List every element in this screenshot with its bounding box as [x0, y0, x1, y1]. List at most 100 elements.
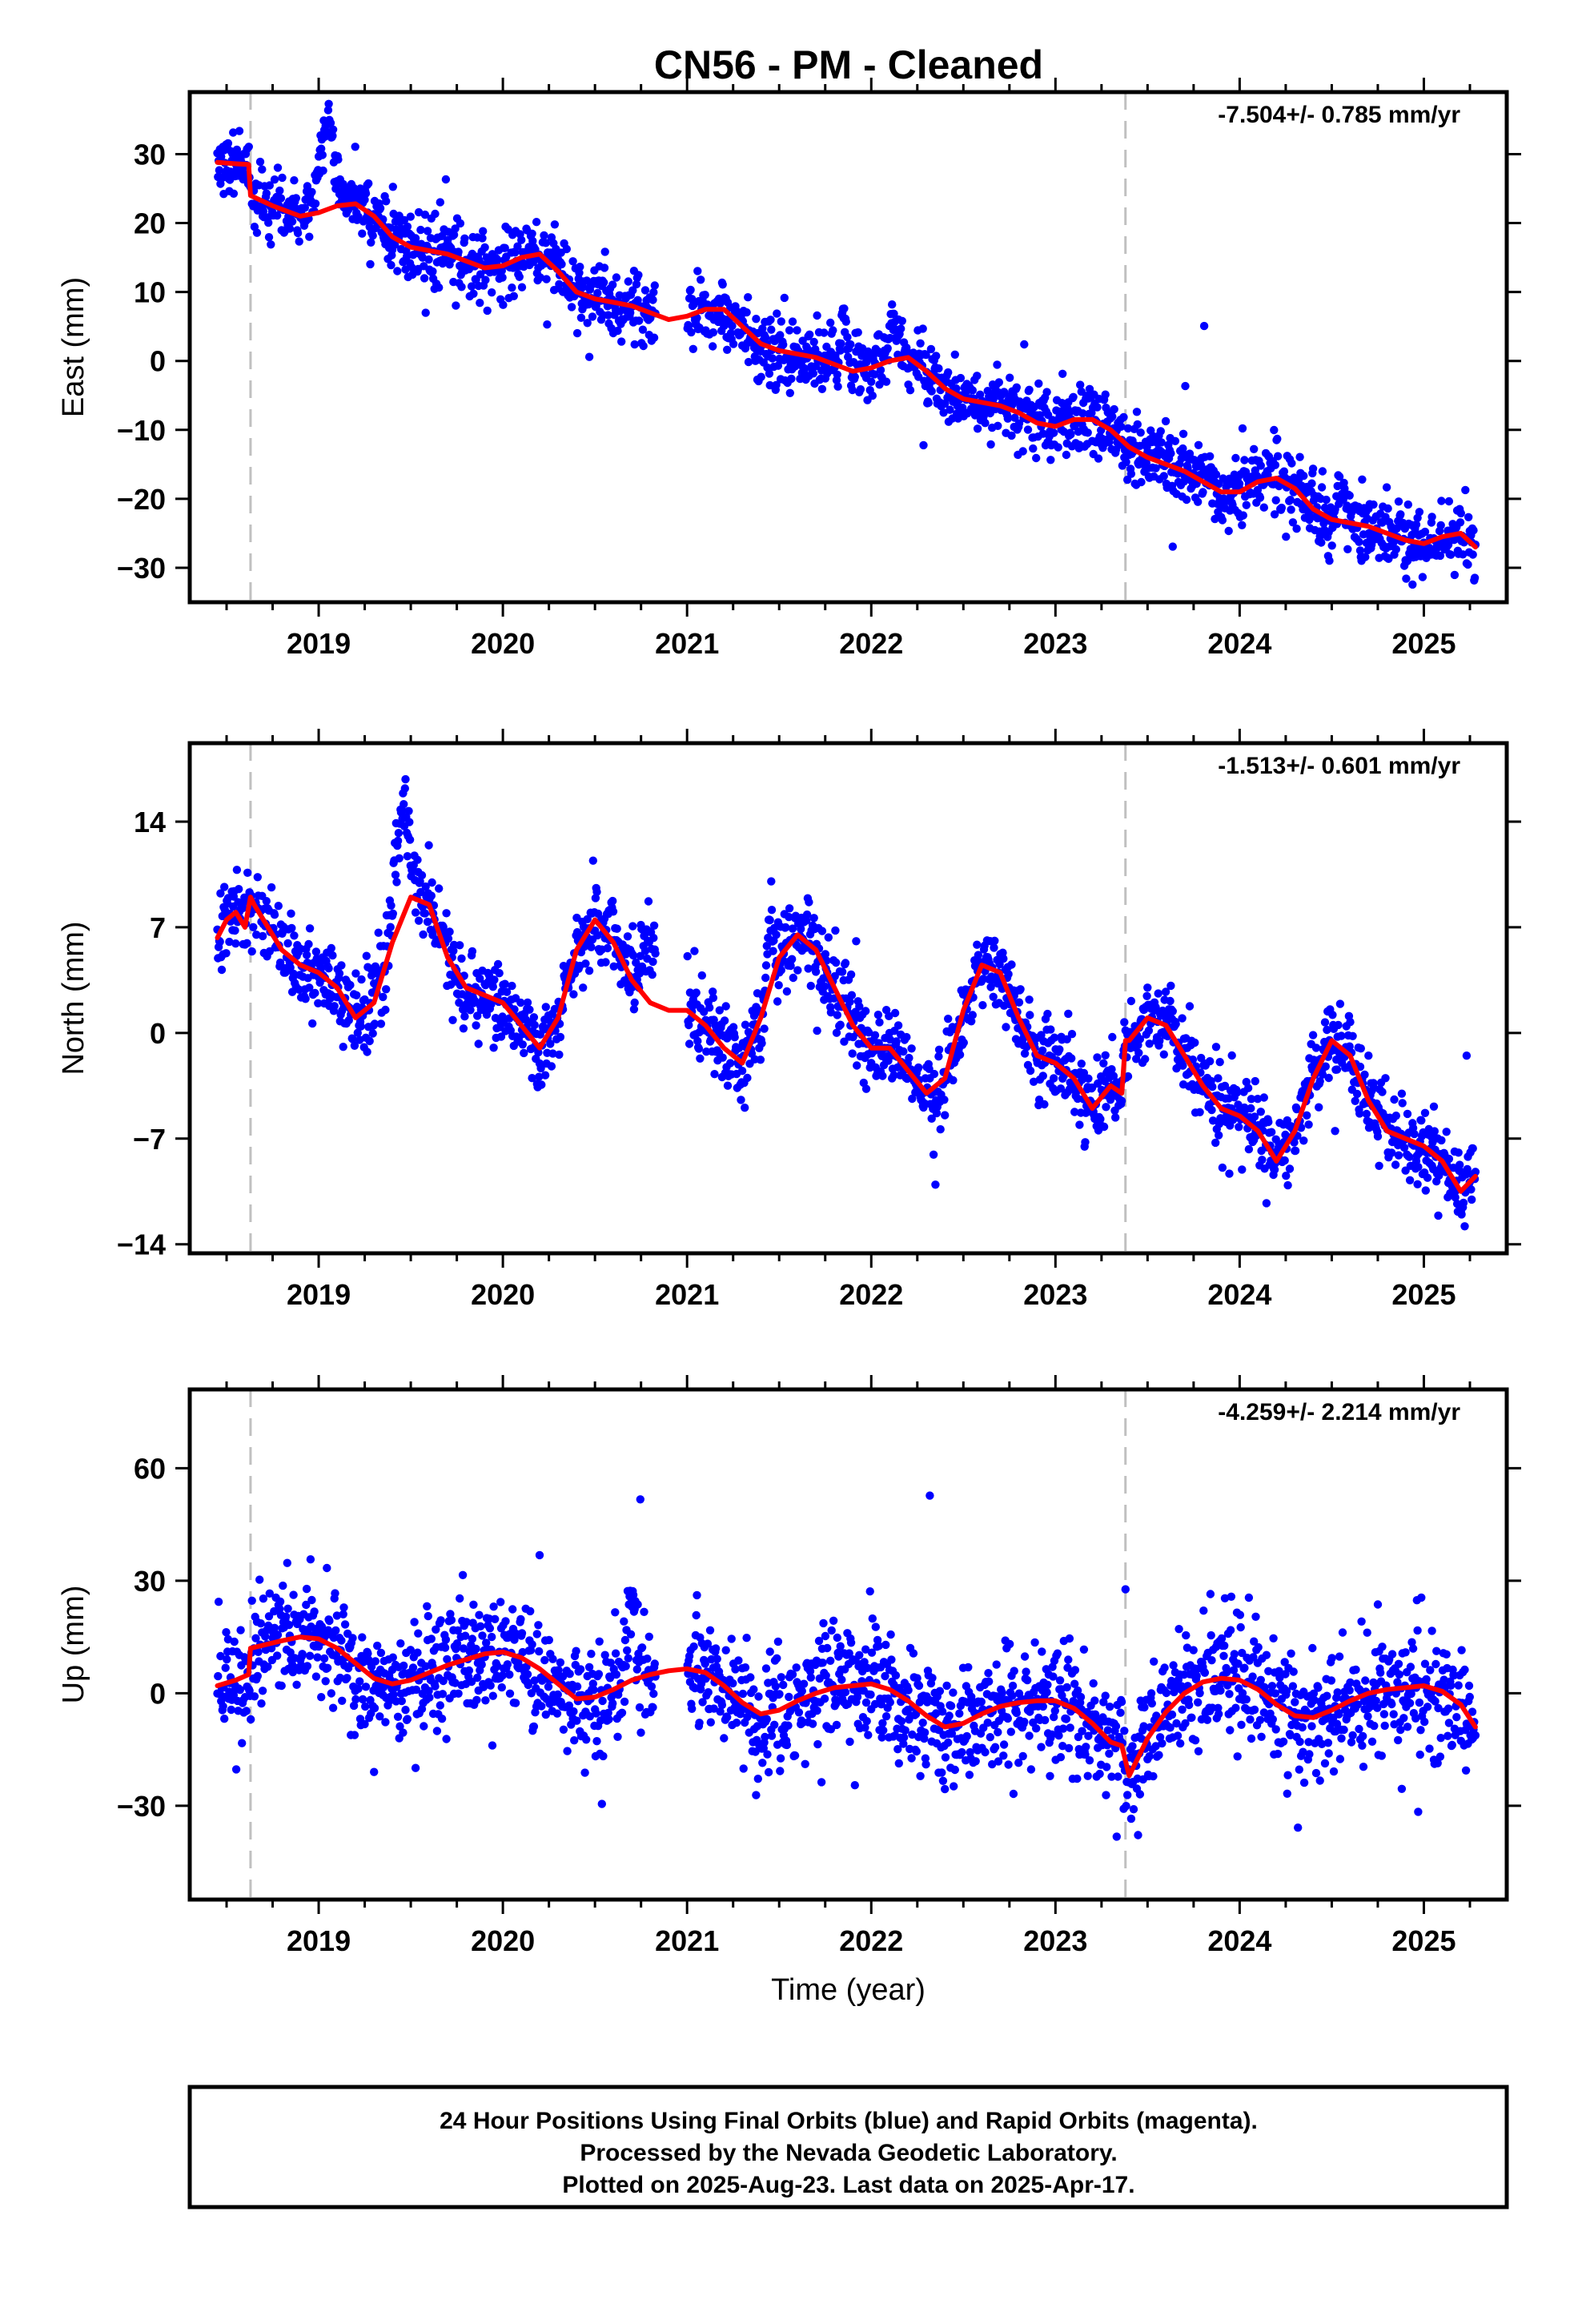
north-point: [1064, 1009, 1073, 1019]
north-point: [785, 904, 794, 913]
north-point: [311, 988, 319, 998]
north-point: [696, 1054, 705, 1063]
north-point: [388, 909, 397, 919]
east-point: [265, 181, 274, 190]
east-point: [351, 143, 359, 151]
east-point: [423, 227, 432, 235]
north-point: [1315, 1077, 1324, 1086]
east-point: [1343, 545, 1352, 553]
up-point: [734, 1656, 743, 1665]
north-point: [629, 1005, 639, 1014]
up-point: [236, 1626, 245, 1634]
up-point: [598, 1696, 607, 1706]
east-point: [1012, 383, 1022, 392]
east-point: [255, 157, 265, 167]
east-point: [456, 219, 465, 228]
north-point: [1107, 1065, 1116, 1074]
north-point: [1291, 1146, 1300, 1156]
east-point: [1369, 500, 1378, 509]
north-point: [1320, 1018, 1330, 1027]
north-point: [1208, 1082, 1217, 1092]
east-point: [1018, 447, 1027, 456]
north-point: [337, 961, 346, 970]
up-point: [400, 1661, 408, 1671]
north-point: [986, 983, 995, 991]
north-point: [1046, 1025, 1055, 1034]
north-point: [472, 1021, 480, 1030]
east-point: [881, 377, 891, 386]
up-point: [358, 1633, 367, 1642]
up-point: [762, 1715, 771, 1723]
east-point: [1224, 526, 1233, 536]
up-point: [283, 1604, 292, 1614]
north-point: [1471, 1168, 1480, 1176]
east-point: [401, 265, 410, 274]
north-point: [231, 926, 239, 935]
north-point: [1356, 1044, 1366, 1053]
up-point: [813, 1706, 821, 1715]
east-point: [993, 360, 1002, 369]
north-point: [709, 987, 717, 996]
up-point: [648, 1703, 657, 1712]
north-point: [1056, 1084, 1066, 1093]
east-point: [805, 330, 814, 339]
up-point: [414, 1629, 423, 1638]
north-point: [1155, 1036, 1164, 1046]
east-point: [1132, 408, 1142, 416]
east-point: [829, 326, 837, 335]
east-point: [1050, 428, 1058, 437]
east-point: [1420, 527, 1430, 537]
north-point: [502, 987, 512, 996]
east-point: [323, 106, 333, 115]
east-point: [267, 240, 275, 249]
up-point: [389, 1690, 398, 1699]
up-point: [524, 1680, 532, 1690]
north-point: [1062, 1035, 1071, 1044]
up-point: [643, 1655, 652, 1663]
up-point: [582, 1735, 591, 1744]
up-point: [348, 1634, 357, 1642]
east-point: [1286, 496, 1295, 505]
north-point: [330, 1002, 339, 1011]
north-point: [1360, 1070, 1369, 1080]
east-point: [817, 384, 827, 393]
north-point: [875, 1018, 884, 1027]
up-point: [223, 1655, 231, 1664]
east-point: [793, 326, 801, 335]
east-point: [367, 238, 375, 247]
north-point: [999, 954, 1008, 963]
north-point: [587, 943, 596, 951]
up-point: [222, 1628, 231, 1637]
east-point: [295, 237, 303, 246]
up-point: [396, 1722, 404, 1731]
east-point: [766, 316, 775, 324]
east-point: [875, 380, 884, 389]
north-point: [826, 1008, 836, 1017]
north-point: [546, 1039, 555, 1048]
up-point: [265, 1589, 274, 1598]
north-point: [317, 963, 326, 973]
east-point: [981, 419, 990, 428]
up-point: [738, 1689, 748, 1699]
north-point: [1381, 1074, 1390, 1083]
north-point: [353, 1028, 362, 1037]
up-point: [611, 1649, 620, 1658]
east-point: [1136, 428, 1145, 437]
north-point: [805, 898, 813, 907]
north-point: [488, 983, 497, 991]
north-point: [301, 995, 310, 1003]
north-point: [520, 1048, 528, 1058]
north-point: [1109, 1072, 1118, 1080]
up-point: [323, 1663, 332, 1672]
up-point: [257, 1699, 266, 1708]
east-point: [809, 369, 818, 378]
up-point: [813, 1739, 822, 1749]
north-point: [929, 1150, 938, 1160]
north-point: [1244, 1144, 1254, 1154]
east-point: [649, 287, 658, 297]
east-point: [436, 198, 444, 207]
east-point: [334, 155, 343, 164]
north-point: [908, 1094, 917, 1104]
north-point: [873, 1011, 883, 1019]
up-point: [488, 1691, 497, 1700]
